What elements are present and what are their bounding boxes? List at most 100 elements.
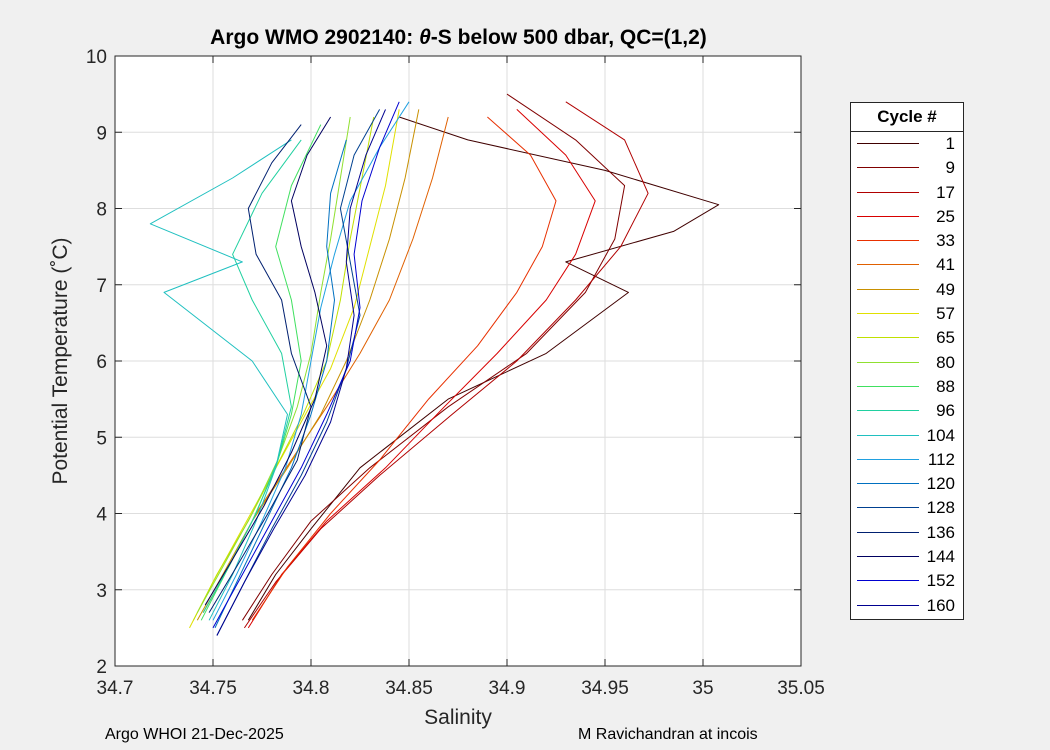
legend-items: 1 9 17 25 33 41 49 57 65 80 88 96 104 112 120 128 136 144… <box>851 132 963 618</box>
legend-item: 49 <box>851 278 963 302</box>
legend-item: 80 <box>851 351 963 375</box>
legend-label: 9 <box>945 158 955 178</box>
y-tick-label: 9 <box>96 123 107 144</box>
legend-label: 104 <box>926 425 955 445</box>
legend-label: 25 <box>936 206 955 226</box>
x-tick-label: 35.05 <box>777 678 825 699</box>
legend-item: 120 <box>851 472 963 496</box>
legend-item: 41 <box>851 253 963 277</box>
legend-item: 112 <box>851 448 963 472</box>
y-tick-label: 4 <box>96 505 107 526</box>
legend-label: 17 <box>936 182 955 202</box>
legend-item: 152 <box>851 569 963 593</box>
legend-item: 160 <box>851 594 963 618</box>
legend-item: 136 <box>851 521 963 545</box>
legend-line-swatch <box>857 458 919 460</box>
axis-ticks: 34.7 34.75 34.8 34.85 34.9 34.95 35 35.05 2 3 4 5 6 7… <box>86 47 825 699</box>
y-axis-label: Potential Temperature (˚C) <box>49 237 72 484</box>
legend-item: 1 <box>851 132 963 156</box>
series-line-cycle-136 <box>208 124 312 613</box>
legend: Cycle # 1 9 17 25 33 41 49 57 65 80 88 96 104 112 120 1… <box>850 102 964 620</box>
legend-item: 144 <box>851 545 963 569</box>
legend-label: 88 <box>936 376 955 396</box>
x-tick-label: 35 <box>692 678 713 699</box>
legend-line-swatch <box>857 604 919 606</box>
legend-line-swatch <box>857 167 919 169</box>
legend-line-swatch <box>857 434 919 436</box>
legend-label: 65 <box>936 328 955 348</box>
series-line-cycle-160 <box>216 109 386 636</box>
x-tick-label: 34.75 <box>189 678 237 699</box>
footer-left: Argo WHOI 21-Dec-2025 <box>105 726 284 743</box>
series-line-cycle-120 <box>214 139 347 629</box>
legend-item: 104 <box>851 424 963 448</box>
legend-line-swatch <box>857 410 919 412</box>
legend-item: 17 <box>851 181 963 205</box>
legend-label: 96 <box>936 401 955 421</box>
series-line-cycle-104 <box>149 139 292 621</box>
legend-line-swatch <box>857 313 919 315</box>
series-line-cycle-80 <box>196 116 351 613</box>
y-tick-label: 10 <box>86 47 107 68</box>
legend-label: 80 <box>936 352 955 372</box>
series-lines <box>149 93 720 636</box>
series-line-cycle-144 <box>204 116 332 606</box>
legend-label: 112 <box>927 449 955 469</box>
y-tick-label: 6 <box>96 352 107 373</box>
series-line-cycle-65 <box>192 116 375 621</box>
y-tick-label: 8 <box>96 200 107 221</box>
legend-item: 65 <box>851 326 963 350</box>
legend-item: 9 <box>851 156 963 180</box>
legend-item: 96 <box>851 399 963 423</box>
legend-label: 57 <box>936 304 955 324</box>
legend-line-swatch <box>857 191 919 193</box>
legend-label: 128 <box>926 498 955 518</box>
series-line-cycle-152 <box>212 101 400 629</box>
x-axis-label: Salinity <box>424 706 492 729</box>
legend-label: 49 <box>936 279 955 299</box>
legend-title: Cycle # <box>851 103 963 132</box>
series-line-cycle-33 <box>251 116 557 621</box>
legend-label: 120 <box>926 474 955 494</box>
legend-line-swatch <box>857 143 919 144</box>
y-tick-label: 3 <box>96 581 107 602</box>
legend-line-swatch <box>857 240 919 242</box>
legend-line-swatch <box>857 531 919 533</box>
x-tick-label: 34.7 <box>97 678 134 699</box>
legend-label: 33 <box>936 231 955 251</box>
series-line-cycle-9 <box>241 93 626 621</box>
y-tick-label: 5 <box>96 428 107 449</box>
x-tick-label: 34.95 <box>581 678 629 699</box>
legend-item: 128 <box>851 496 963 520</box>
legend-line-swatch <box>857 337 919 339</box>
x-tick-label: 34.85 <box>385 678 433 699</box>
series-line-cycle-1 <box>247 116 720 621</box>
x-tick-label: 34.9 <box>489 678 526 699</box>
legend-line-swatch <box>857 580 919 582</box>
footer-right: M Ravichandran at incois <box>578 726 758 743</box>
legend-line-swatch <box>857 507 919 509</box>
series-line-cycle-25 <box>247 109 596 629</box>
legend-line-swatch <box>857 361 919 363</box>
legend-item: 25 <box>851 205 963 229</box>
legend-item: 57 <box>851 302 963 326</box>
legend-label: 160 <box>926 595 955 615</box>
legend-line-swatch <box>857 385 919 387</box>
chart-title: Argo WMO 2902140: θ-S below 500 dbar, QC… <box>210 26 707 49</box>
legend-item: 88 <box>851 375 963 399</box>
series-line-cycle-96 <box>202 139 302 613</box>
legend-line-swatch <box>857 215 919 217</box>
legend-label: 1 <box>945 134 955 153</box>
legend-line-swatch <box>857 556 919 558</box>
legend-label: 136 <box>926 522 955 542</box>
legend-line-swatch <box>857 264 919 266</box>
x-tick-label: 34.8 <box>293 678 330 699</box>
series-line-cycle-49 <box>196 109 420 621</box>
legend-label: 152 <box>926 571 955 591</box>
y-tick-label: 2 <box>96 657 107 678</box>
legend-line-swatch <box>857 483 919 485</box>
legend-label: 41 <box>936 255 955 275</box>
y-tick-label: 7 <box>96 276 107 297</box>
legend-label: 144 <box>926 547 955 567</box>
